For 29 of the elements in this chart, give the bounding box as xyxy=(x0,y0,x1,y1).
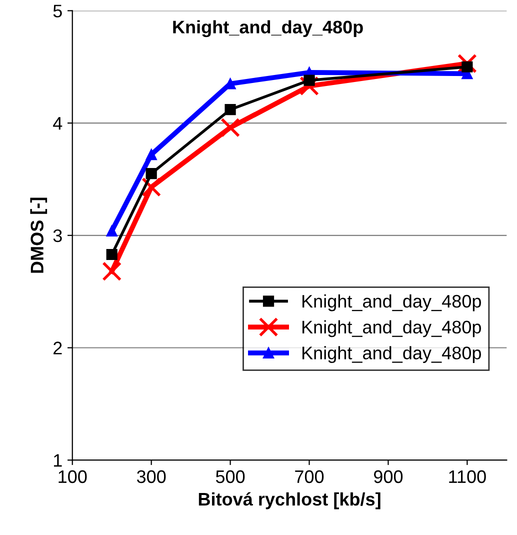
point xyxy=(224,104,236,116)
y-tick-label: 1 xyxy=(54,454,62,467)
y-tick-label: 3 xyxy=(53,229,62,242)
point xyxy=(106,248,118,260)
x-tick-label: 700 xyxy=(295,470,324,484)
y-axis-title: DMOS [-] xyxy=(30,198,48,273)
y-tick-label: 5 xyxy=(53,4,62,18)
y-tick-label: 4 xyxy=(53,117,62,130)
x-axis-title: Bitová rychlost [kb/s] xyxy=(198,492,380,510)
point xyxy=(300,76,319,96)
legend-label: Knight_and_day_480p xyxy=(302,346,481,363)
x-tick-label: 100 xyxy=(58,470,87,484)
point xyxy=(220,118,240,138)
x-tick-label: 300 xyxy=(136,470,166,484)
point xyxy=(102,262,122,282)
point xyxy=(142,177,162,197)
chart-title: Knight_and_day_480p xyxy=(173,20,363,38)
point xyxy=(106,225,118,236)
point xyxy=(146,148,157,160)
y-tick-label: 2 xyxy=(54,342,62,354)
legend-label: Knight_and_day_480p xyxy=(302,294,481,312)
point xyxy=(146,168,157,180)
legend-label: Knight_and_day_480p xyxy=(302,320,481,338)
x-tick-label: 500 xyxy=(216,470,245,484)
point xyxy=(457,54,477,74)
x-tick-label: 900 xyxy=(374,470,403,484)
point xyxy=(304,74,315,86)
x-tick-label: 1100 xyxy=(449,470,486,484)
point xyxy=(462,61,473,72)
